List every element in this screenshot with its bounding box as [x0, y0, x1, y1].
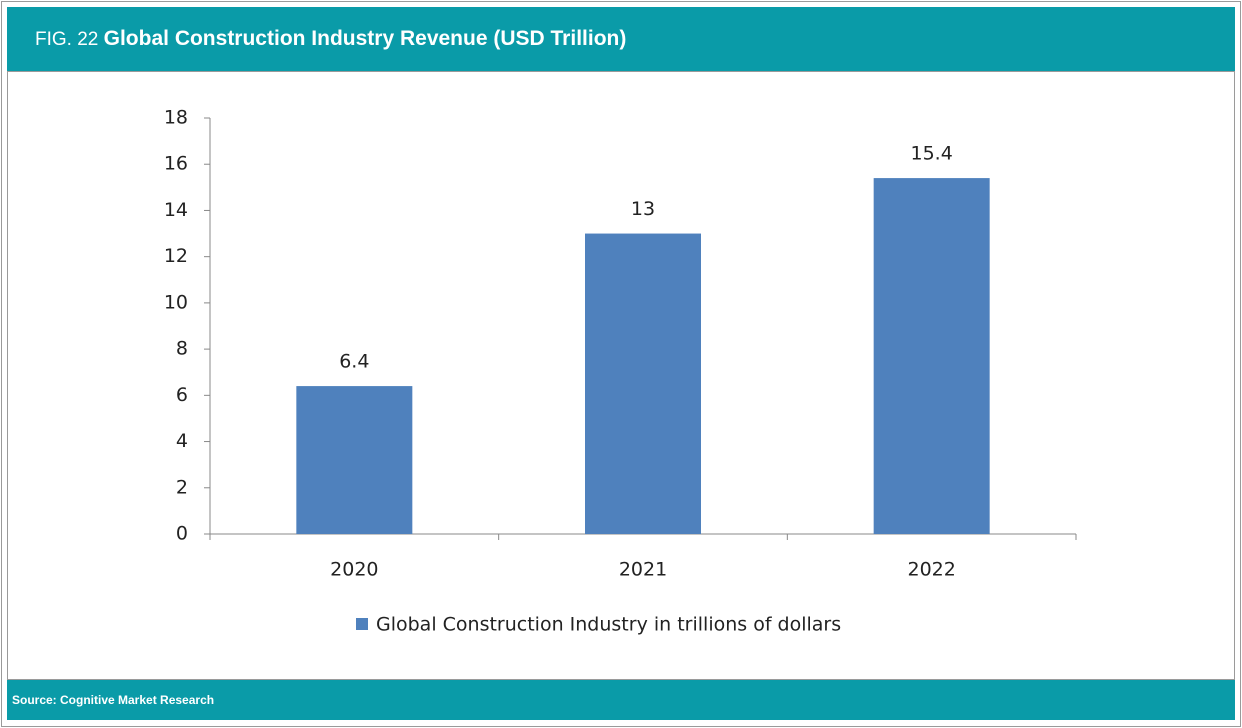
y-tick-label: 8 [176, 338, 188, 360]
bar [585, 233, 701, 535]
x-tick-label: 2021 [619, 559, 667, 581]
bar [873, 178, 990, 535]
chart-panel [7, 71, 1235, 680]
header: FIG. 22 Global Construction Industry Rev… [7, 7, 1235, 71]
x-tick-label: 2022 [907, 559, 955, 581]
y-tick-label: 16 [164, 153, 188, 175]
y-tick-label: 12 [164, 245, 188, 267]
footer: Source: Cognitive Market Research [7, 680, 1235, 720]
legend-label: Global Construction Industry in trillion… [376, 614, 841, 636]
source: Source: Cognitive Market Research [12, 693, 215, 707]
bar [296, 386, 413, 534]
y-tick-label: 6 [176, 384, 188, 406]
data-label: 15.4 [911, 143, 953, 165]
y-tick-label: 10 [164, 291, 188, 313]
y-tick-label: 0 [176, 523, 188, 545]
data-label: 13 [631, 198, 655, 220]
y-tick-label: 18 [164, 107, 188, 129]
data-label: 6.4 [339, 351, 369, 373]
x-tick-label: 2020 [330, 559, 378, 581]
y-tick-label: 2 [176, 476, 188, 498]
chart-title: Global Construction Industry Revenue (US… [103, 27, 627, 50]
y-tick-label: 14 [164, 199, 188, 221]
fig-number: FIG. 22 [35, 29, 99, 50]
y-tick-label: 4 [176, 430, 188, 452]
legend-swatch [356, 618, 368, 630]
